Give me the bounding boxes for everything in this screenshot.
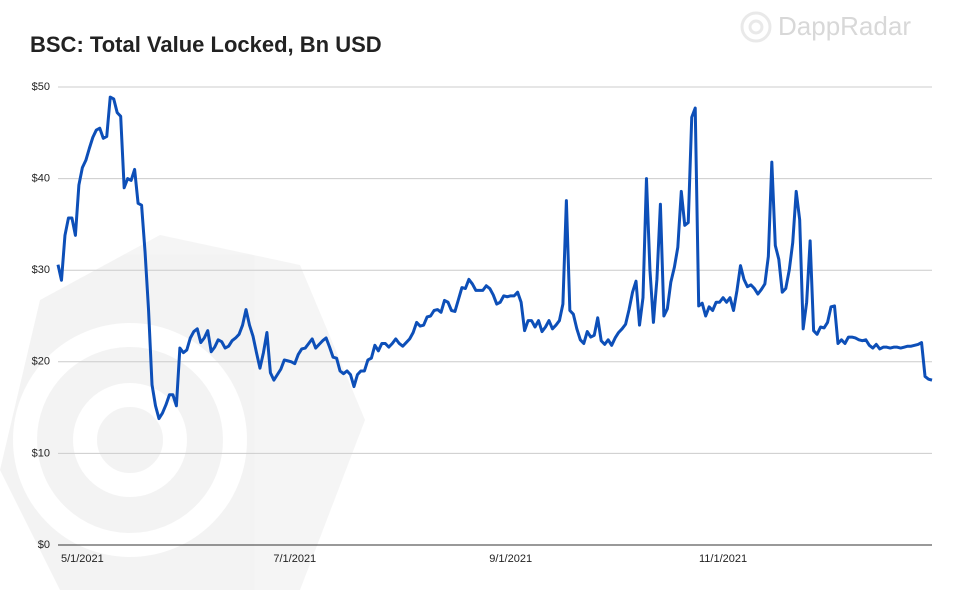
watermark: DappRadar — [778, 11, 911, 41]
x-tick-label: 5/1/2021 — [61, 553, 104, 565]
brand-icon — [740, 11, 772, 43]
data-line — [56, 95, 933, 421]
y-tick-label: $0 — [38, 539, 50, 551]
y-tick-label: $20 — [32, 356, 50, 368]
x-tick-label: 11/1/2021 — [699, 553, 747, 565]
logo-watermark — [0, 235, 365, 590]
x-tick-label: 7/1/2021 — [273, 553, 316, 565]
x-tick-label: 9/1/2021 — [489, 553, 532, 565]
y-tick-label: $30 — [32, 264, 50, 276]
y-tick-label: $10 — [32, 447, 50, 459]
y-tick-label: $40 — [32, 173, 50, 185]
chart-title: BSC: Total Value Locked, Bn USD — [30, 32, 382, 57]
y-tick-label: $50 — [32, 81, 50, 93]
